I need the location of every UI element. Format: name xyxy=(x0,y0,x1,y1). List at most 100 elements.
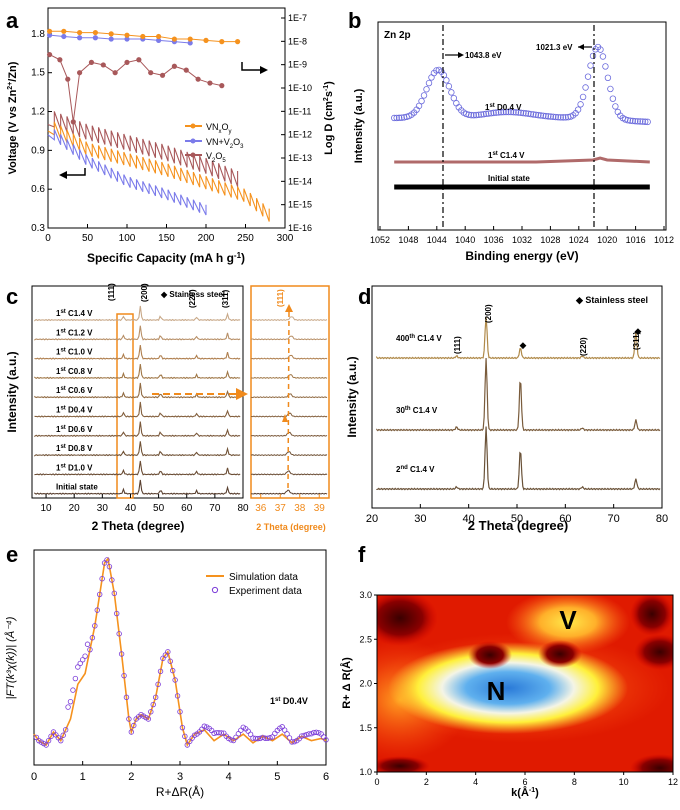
e-exp-point xyxy=(272,730,278,737)
b-xtick-label: 1036 xyxy=(484,235,504,245)
b-xtick-label: 1048 xyxy=(398,235,418,245)
e-exp-point xyxy=(77,660,83,667)
b-d04-point xyxy=(597,46,604,53)
b-arrowhead-2-icon xyxy=(578,44,584,50)
b-d04-point xyxy=(485,110,492,117)
e-exp-point xyxy=(286,735,293,741)
b-d04-point xyxy=(644,118,651,126)
d-peak-311: (311) xyxy=(632,331,641,350)
b-d04-point xyxy=(502,108,510,116)
b-d04-point xyxy=(579,93,587,101)
e-exp-point xyxy=(99,576,105,582)
b-d04-point xyxy=(527,110,535,118)
a-ytick-label: 1.2 xyxy=(31,107,45,118)
b-d04-point xyxy=(609,95,617,102)
b-d04-point xyxy=(492,109,500,116)
c-zoom-arrowup-icon xyxy=(285,304,293,312)
e-exp-point xyxy=(301,732,307,739)
e-exp-point xyxy=(150,701,156,708)
a-logd-line xyxy=(49,54,222,122)
a-y2tick-label: 1E-15 xyxy=(288,200,312,210)
e-exp-point xyxy=(289,739,295,745)
a-logd-point xyxy=(112,70,118,76)
a-logd-point xyxy=(219,39,225,45)
b-d04-point xyxy=(391,114,398,122)
a-xtick-label: 0 xyxy=(45,233,51,244)
d-xtick-label: 40 xyxy=(463,513,475,525)
e-legend-exp: Experiment data xyxy=(229,586,302,597)
a-logd-point xyxy=(235,39,241,45)
a-logd-point xyxy=(187,40,193,46)
e-exp-point xyxy=(260,734,266,741)
panel-b-frame xyxy=(377,21,667,231)
d-trace-1 xyxy=(376,358,661,432)
c-zoom-trace-5 xyxy=(250,412,328,418)
b-d04-point xyxy=(418,97,425,105)
e-exp-point xyxy=(169,667,176,674)
e-exp-point xyxy=(116,631,122,637)
panel-a: a 0 50 100 150 200 250 300 0.3 0.6 0.9 1.2 1.5 1.8 … xyxy=(0,0,340,275)
a-ytick-label: 0.3 xyxy=(31,223,45,234)
arrow-left-axis-icon xyxy=(63,168,86,176)
a-y2tick-label: 1E-10 xyxy=(288,83,312,93)
a-y2tick-label: 1E-7 xyxy=(288,13,307,23)
a-logd-point xyxy=(136,57,142,63)
a-logd-point xyxy=(108,31,114,37)
b-d04-point xyxy=(587,62,594,69)
d-trace-2 xyxy=(376,426,661,491)
d-steel-mark-1-icon: ◆ xyxy=(520,340,527,350)
a-logd-point xyxy=(46,32,53,38)
c-zoom-trace-4 xyxy=(250,393,328,399)
c-zoom-trace-9 xyxy=(250,489,328,495)
c-zoom-trace-1 xyxy=(250,335,328,341)
e-exp-point xyxy=(94,607,100,613)
c-zoom-xtick-label: 37 xyxy=(275,503,287,514)
a-y2tick-label: 1E-14 xyxy=(288,176,312,186)
c-trace-8 xyxy=(34,460,241,476)
e-exp-point xyxy=(167,658,173,664)
d-xtick-label: 30 xyxy=(414,513,426,525)
a-xtick-label: 300 xyxy=(277,233,294,244)
panel-d-svg: d 400th C1.4 V 30th C1.4 V 2nd C1.4 V 20 30… xyxy=(345,284,668,533)
f-xtick-label: 8 xyxy=(572,777,577,787)
a-logd-line xyxy=(49,34,191,44)
e-exp-point xyxy=(58,737,64,744)
e-exp-point xyxy=(179,724,186,731)
a-logd-point xyxy=(46,28,53,34)
a-logd-point xyxy=(88,59,95,65)
c-trace-7 xyxy=(34,441,241,457)
c-trace-label-9: Initial state xyxy=(56,483,98,492)
a-logd-point xyxy=(77,35,83,41)
panel-f-ylabel: R+ Δ R(Å) xyxy=(340,657,353,709)
e-exp-point xyxy=(72,675,79,682)
a-logd-point xyxy=(92,29,98,36)
b-d04-point xyxy=(559,114,567,121)
b-d04-point xyxy=(574,106,582,113)
e-exp-point xyxy=(48,733,54,740)
b-d04-point xyxy=(547,113,554,120)
a-logd-point xyxy=(219,83,225,89)
e-exp-point xyxy=(43,742,49,748)
f-ytick-label: 2.5 xyxy=(359,634,372,644)
c-trace-2 xyxy=(34,345,241,360)
panel-f-svg: f V N 0 2 4 6 8 10 12 1.0 1.5 2.0 2.5 3.0 k(Å-1) R… xyxy=(340,542,678,799)
panel-d-frame xyxy=(371,285,663,509)
b-d04-point xyxy=(607,85,614,93)
d-trace-0 xyxy=(376,316,661,360)
e-exp-point xyxy=(67,698,74,705)
c-trace-1 xyxy=(34,325,241,341)
d-legend-steel: ◆ Stainless steel xyxy=(575,295,648,305)
panel-b: b Zn 2p 1052 1048 1044 1040 1036 1032 1028 1024… xyxy=(340,0,680,275)
c-zoom-peak: (111) xyxy=(276,289,285,307)
a-logd-point xyxy=(124,59,130,65)
c-trace-label-0: 1st C1.4 V xyxy=(56,309,93,318)
a-logd-point xyxy=(77,70,83,76)
e-exp-point xyxy=(218,730,225,736)
panel-f: f V N 0 2 4 6 8 10 12 1.0 1.5 2.0 2.5 3.0 k(Å-1) R… xyxy=(340,540,680,805)
a-y2tick-label: 1E-12 xyxy=(288,130,312,140)
e-exp-point xyxy=(148,709,154,715)
a-logd-point xyxy=(203,37,209,43)
e-xtick-label: 1 xyxy=(80,771,86,783)
c-trace-label-2: 1st C1.0 V xyxy=(56,348,93,357)
a-logd-point xyxy=(61,33,67,40)
